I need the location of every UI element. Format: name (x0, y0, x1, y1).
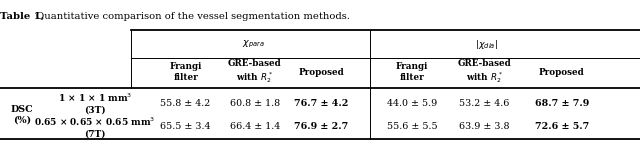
Text: $\chi_{para}$: $\chi_{para}$ (242, 39, 265, 50)
Text: 55.6 ± 5.5: 55.6 ± 5.5 (387, 122, 438, 131)
Text: Frangi
filter: Frangi filter (170, 62, 202, 82)
Text: 66.4 ± 1.4: 66.4 ± 1.4 (230, 122, 280, 131)
Text: Quantitative comparison of the vessel segmentation methods.: Quantitative comparison of the vessel se… (33, 12, 350, 21)
Text: 63.9 ± 3.8: 63.9 ± 3.8 (460, 122, 509, 131)
Text: 60.8 ± 1.8: 60.8 ± 1.8 (230, 99, 280, 108)
Text: 68.7 ± 7.9: 68.7 ± 7.9 (535, 99, 589, 108)
Text: 44.0 ± 5.9: 44.0 ± 5.9 (387, 99, 437, 108)
Text: GRE-based
with $R_2^*$: GRE-based with $R_2^*$ (458, 59, 511, 85)
Text: DSC
(%): DSC (%) (10, 105, 33, 125)
Text: GRE-based
with $R_2^*$: GRE-based with $R_2^*$ (228, 59, 282, 85)
Text: 76.7 ± 4.2: 76.7 ± 4.2 (294, 99, 348, 108)
Text: Table 1.: Table 1. (0, 12, 44, 21)
Text: 65.5 ± 3.4: 65.5 ± 3.4 (161, 122, 211, 131)
Text: 72.6 ± 5.7: 72.6 ± 5.7 (535, 122, 589, 131)
Text: Proposed: Proposed (298, 68, 344, 77)
Text: 76.9 ± 2.7: 76.9 ± 2.7 (294, 122, 348, 131)
Text: 55.8 ± 4.2: 55.8 ± 4.2 (161, 99, 211, 108)
Text: 1 × 1 × 1 mm$^3$
(3T): 1 × 1 × 1 mm$^3$ (3T) (58, 92, 132, 114)
Text: Proposed: Proposed (539, 68, 585, 77)
Text: Frangi
filter: Frangi filter (396, 62, 428, 82)
Text: 0.65 × 0.65 × 0.65 mm$^3$
(7T): 0.65 × 0.65 × 0.65 mm$^3$ (7T) (34, 115, 156, 138)
Text: $|\chi_{dia}|$: $|\chi_{dia}|$ (476, 38, 499, 51)
Text: 53.2 ± 4.6: 53.2 ± 4.6 (460, 99, 509, 108)
